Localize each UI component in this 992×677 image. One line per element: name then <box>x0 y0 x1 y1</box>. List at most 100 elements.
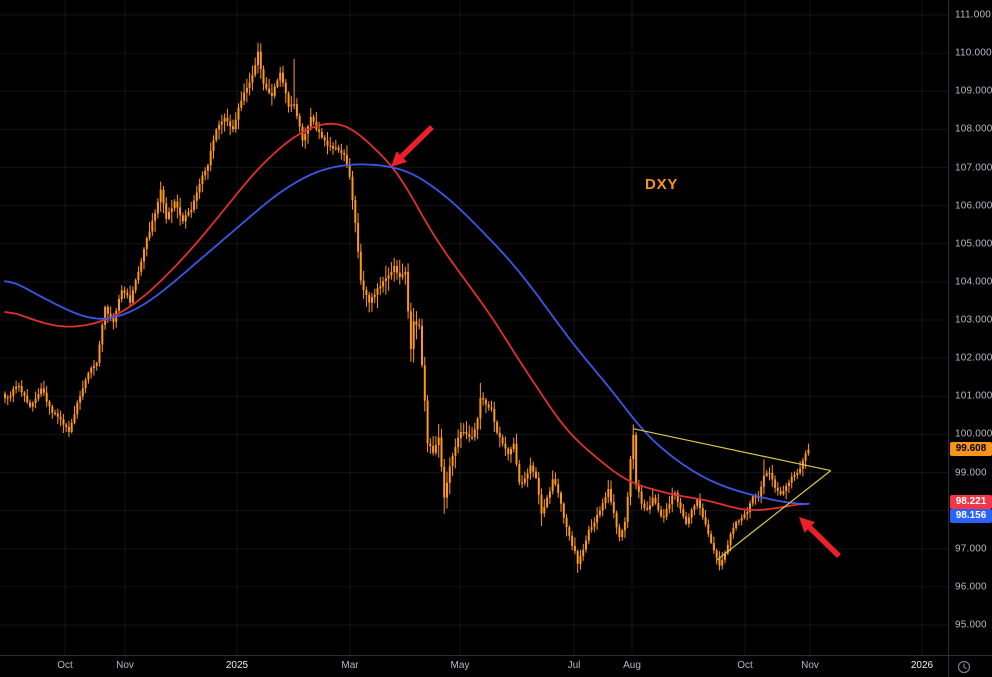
candle-body[interactable] <box>156 202 159 214</box>
candle-body[interactable] <box>610 489 612 502</box>
candle-body[interactable] <box>785 486 788 491</box>
candle-body[interactable] <box>687 517 690 524</box>
candle-body[interactable] <box>26 395 29 403</box>
candle-body[interactable] <box>712 542 715 551</box>
candle-body[interactable] <box>31 403 34 407</box>
candle-body[interactable] <box>448 466 451 483</box>
clock-icon[interactable] <box>956 659 972 675</box>
candle-body[interactable] <box>523 478 526 483</box>
candle-body[interactable] <box>471 437 473 439</box>
candle-body[interactable] <box>170 208 173 212</box>
candle-body[interactable] <box>482 398 485 400</box>
candle-body[interactable] <box>685 516 688 524</box>
candle-body[interactable] <box>65 424 68 427</box>
candle-body[interactable] <box>101 324 104 345</box>
candle-body[interactable] <box>682 509 685 517</box>
candle-body[interactable] <box>701 508 704 518</box>
candle-body[interactable] <box>804 453 807 461</box>
candle-body[interactable] <box>56 413 59 417</box>
candle-body[interactable] <box>621 530 624 537</box>
candle-body[interactable] <box>601 503 604 511</box>
candle-body[interactable] <box>735 521 738 528</box>
candle-body[interactable] <box>640 491 643 504</box>
candle-body[interactable] <box>407 271 410 312</box>
candle-body[interactable] <box>568 527 571 536</box>
candle-body[interactable] <box>707 524 710 534</box>
candle-body[interactable] <box>715 550 718 558</box>
candle-body[interactable] <box>198 184 201 193</box>
candle-body[interactable] <box>774 479 777 488</box>
candle-body[interactable] <box>704 517 707 525</box>
candle-body[interactable] <box>690 509 693 518</box>
candle-body[interactable] <box>251 74 254 83</box>
candle-body[interactable] <box>487 404 490 408</box>
candle-body[interactable] <box>398 272 401 277</box>
candle-body[interactable] <box>371 297 373 303</box>
candle-body[interactable] <box>79 396 82 403</box>
candle-body[interactable] <box>248 82 251 88</box>
candle-body[interactable] <box>649 505 651 510</box>
candle-body[interactable] <box>693 505 696 510</box>
candle-body[interactable] <box>234 119 237 130</box>
trendline-upper[interactable] <box>633 428 831 472</box>
candle-body[interactable] <box>87 372 90 380</box>
candle-body[interactable] <box>432 446 435 453</box>
candle-body[interactable] <box>393 266 396 273</box>
candle-body[interactable] <box>643 503 646 508</box>
candle-body[interactable] <box>790 476 793 483</box>
candle-body[interactable] <box>732 528 735 534</box>
candle-body[interactable] <box>596 514 599 523</box>
candle-body[interactable] <box>290 104 293 107</box>
candle-body[interactable] <box>390 272 393 276</box>
candle-body[interactable] <box>279 72 282 81</box>
candle-body[interactable] <box>173 201 176 209</box>
candle-body[interactable] <box>796 472 799 475</box>
candle-body[interactable] <box>451 455 454 467</box>
candle-body[interactable] <box>771 473 774 480</box>
candle-body[interactable] <box>384 278 387 282</box>
candle-body[interactable] <box>20 386 23 393</box>
time-axis-scale[interactable]: Oct Nov 2025 Mar May Jul Aug Oct Nov 2026 <box>0 655 948 677</box>
candle-body[interactable] <box>699 499 701 508</box>
candle-body[interactable] <box>287 93 290 107</box>
candle-body[interactable] <box>42 388 45 393</box>
candle-body[interactable] <box>782 491 785 495</box>
candle-body[interactable] <box>737 520 740 522</box>
candle-body[interactable] <box>590 527 593 530</box>
candle-body[interactable] <box>298 116 301 127</box>
candle-body[interactable] <box>243 92 246 101</box>
price-axis-scale[interactable]: 99.608 98.221 98.156 95.000 96.000 97.000 9… <box>948 0 992 655</box>
candle-body[interactable] <box>34 398 37 404</box>
candle-body[interactable] <box>573 545 576 552</box>
candle-body[interactable] <box>473 429 476 437</box>
candle-body[interactable] <box>309 117 312 127</box>
candle-body[interactable] <box>48 401 51 407</box>
candle-body[interactable] <box>373 294 376 298</box>
candle-body[interactable] <box>184 215 187 222</box>
candle-body[interactable] <box>560 493 562 504</box>
candle-body[interactable] <box>776 487 779 491</box>
candle-body[interactable] <box>190 209 193 213</box>
candle-body[interactable] <box>585 540 587 550</box>
candle-body[interactable] <box>334 147 337 149</box>
candle-body[interactable] <box>760 486 763 498</box>
candle-body[interactable] <box>651 497 654 506</box>
candle-body[interactable] <box>807 449 810 454</box>
candle-body[interactable] <box>206 165 209 171</box>
candle-body[interactable] <box>557 484 560 493</box>
candle-body[interactable] <box>618 527 621 537</box>
candle-body[interactable] <box>623 521 626 531</box>
candle-body[interactable] <box>343 153 346 155</box>
candle-body[interactable] <box>793 475 796 477</box>
candle-body[interactable] <box>304 133 307 141</box>
candle-body[interactable] <box>67 426 70 432</box>
candle-body[interactable] <box>779 490 782 495</box>
candle-body[interactable] <box>365 290 368 295</box>
candle-body[interactable] <box>710 534 713 543</box>
candle-body[interactable] <box>746 511 749 514</box>
candle-body[interactable] <box>282 72 284 83</box>
candle-body[interactable] <box>576 551 579 564</box>
candle-body[interactable] <box>629 459 632 497</box>
candle-body[interactable] <box>240 100 243 108</box>
candle-body[interactable] <box>112 317 115 322</box>
